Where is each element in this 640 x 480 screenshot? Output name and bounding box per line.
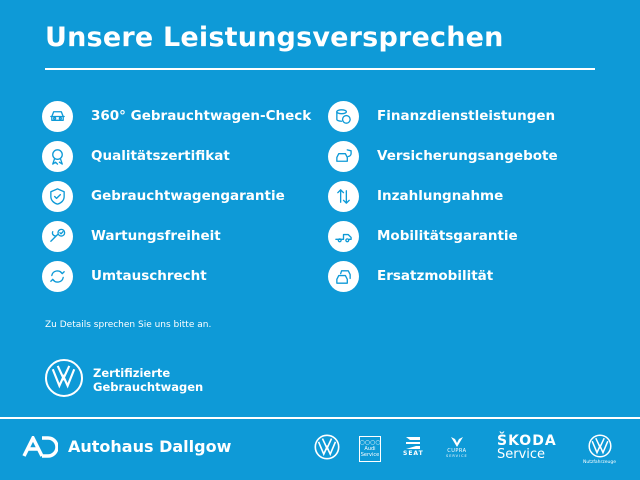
feature-item: 360° Gebrauchtwagen-Check — [42, 100, 311, 132]
cars-icon — [328, 260, 359, 292]
feature-label: Mobilitätsgarantie — [377, 228, 518, 244]
certified-label: Zertifizierte Gebrauchtwagen — [93, 366, 203, 394]
feature-item: Ersatzmobilität — [328, 260, 493, 292]
feature-label: Umtauschrecht — [91, 268, 207, 284]
feature-label: Finanzdienstleistungen — [377, 108, 556, 124]
feature-label: Gebrauchtwagengarantie — [91, 188, 285, 204]
feature-label: Versicherungsangebote — [377, 148, 558, 164]
feature-item: Umtauschrecht — [42, 260, 207, 292]
vw-logo — [45, 359, 83, 397]
shield-check-icon — [42, 180, 73, 212]
feature-item: Wartungsfreiheit — [42, 220, 221, 252]
footer-divider — [0, 417, 640, 419]
feature-label: Ersatzmobilität — [377, 268, 494, 284]
feature-item: Versicherungsangebote — [328, 140, 558, 172]
coins-icon — [328, 100, 359, 132]
wrench-check-icon — [42, 220, 73, 252]
cupra-service-label: SERVICE — [446, 454, 468, 458]
feature-item: Gebrauchtwagengarantie — [42, 180, 285, 212]
autohaus-logo — [22, 434, 59, 462]
audi-label: Audi — [364, 446, 376, 452]
car-check-icon — [42, 100, 73, 132]
audi-service-label: Service — [360, 452, 380, 458]
skoda-service-label: Service — [497, 447, 546, 462]
feature-label: 360° Gebrauchtwagen-Check — [91, 108, 312, 124]
feature-item: Mobilitätsgarantie — [328, 220, 518, 252]
page-title: Unsere Leistungsversprechen — [45, 22, 504, 53]
audi-service-logo: ○○○○ Audi Service — [359, 436, 381, 462]
seat-label: SEAT — [403, 450, 424, 457]
award-icon — [42, 140, 73, 172]
title-divider — [45, 68, 595, 70]
feature-label: Wartungsfreiheit — [91, 228, 221, 244]
exchange-icon — [42, 260, 73, 292]
details-note: Zu Details sprechen Sie uns bitte an. — [45, 320, 212, 330]
certified-line1: Zertifizierte — [93, 366, 171, 380]
seat-logo: SEAT — [403, 436, 424, 457]
skoda-label: ŠKODA — [497, 433, 557, 449]
towing-icon — [328, 220, 359, 252]
vw-brand-logo — [314, 434, 340, 460]
cupra-label: CUPRA — [447, 448, 467, 454]
vwn-label: Nutzfahrzeuge — [583, 460, 616, 465]
arrows-updown-icon — [328, 180, 359, 212]
feature-item: Qualitätszertifikat — [42, 140, 230, 172]
feature-label: Inzahlungnahme — [377, 188, 504, 204]
feature-item: Inzahlungnahme — [328, 180, 503, 212]
feature-item: Finanzdienstleistungen — [328, 100, 555, 132]
car-insurance-icon — [328, 140, 359, 172]
skoda-service-logo: ŠKODA Service — [497, 434, 557, 462]
dealer-name: Autohaus Dallgow — [68, 437, 232, 456]
certified-line2: Gebrauchtwagen — [93, 380, 204, 394]
vw-commercial-logo: Nutzfahrzeuge — [583, 434, 616, 465]
feature-label: Qualitätszertifikat — [91, 148, 230, 164]
cupra-logo: CUPRA SERVICE — [446, 436, 468, 458]
